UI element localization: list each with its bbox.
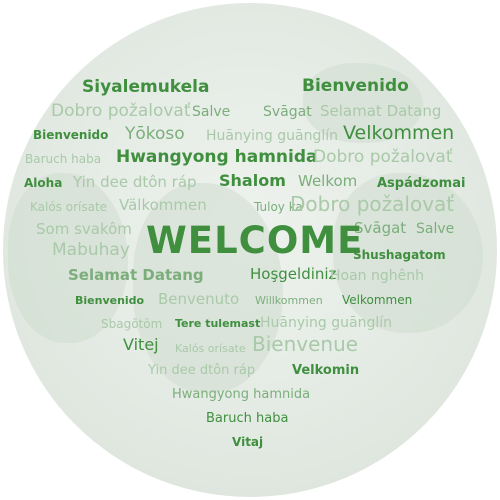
word: Welkom bbox=[298, 172, 358, 190]
word: Huānying guānglín bbox=[206, 128, 338, 144]
word: Dobro požalovať bbox=[51, 101, 191, 121]
continent-shape bbox=[333, 173, 483, 333]
word: Dobro požalovať bbox=[313, 147, 453, 167]
word: Selamat Datang bbox=[320, 102, 442, 120]
word: Willkommen bbox=[255, 294, 323, 307]
word: Shalom bbox=[219, 171, 286, 190]
word: Baruch haba bbox=[25, 152, 102, 166]
word: Välkommen bbox=[119, 196, 207, 214]
word: Salve bbox=[192, 104, 231, 120]
word: Tuloy ka bbox=[254, 200, 303, 214]
word: Mabuhay bbox=[52, 240, 130, 260]
word: Bienvenido bbox=[302, 76, 409, 96]
word: Bienvenue bbox=[252, 332, 359, 356]
word: Som svakôm bbox=[36, 220, 132, 238]
continent-shape bbox=[8, 173, 128, 343]
word: Kalós orísate bbox=[30, 200, 108, 214]
word: Yōkoso bbox=[125, 124, 185, 144]
word: Aloha bbox=[24, 176, 63, 190]
word: Hoşgeldiniz bbox=[250, 265, 337, 283]
globe-background bbox=[3, 3, 497, 497]
word: Hwangyong hamnida bbox=[172, 387, 311, 402]
word: Salve bbox=[416, 221, 455, 237]
word: Tere tulemast bbox=[175, 317, 261, 330]
word: Bienvenido bbox=[33, 128, 109, 142]
word: Aspádzomai bbox=[377, 176, 466, 191]
continent-shape bbox=[303, 63, 423, 143]
word: Sbagōtōm bbox=[101, 317, 163, 331]
word: Shushagatom bbox=[353, 248, 446, 262]
word: Hwangyong hamnida bbox=[116, 147, 318, 167]
word: Baruch haba bbox=[206, 411, 289, 426]
word: Velkommen bbox=[342, 293, 413, 307]
word: Selamat Datang bbox=[68, 266, 204, 284]
word: Yin dee dtôn ráp bbox=[148, 363, 256, 378]
word: Svāgat bbox=[354, 219, 407, 237]
word: Svāgat bbox=[263, 104, 312, 120]
word: Dobro požalovať bbox=[290, 192, 455, 216]
word: Vitej bbox=[123, 335, 159, 354]
word: Bienvenido bbox=[75, 294, 145, 307]
word: Huānying guānglín bbox=[260, 315, 392, 331]
continent-shape bbox=[133, 183, 283, 393]
word: Vitaj bbox=[232, 435, 264, 449]
word: Kalós orísate bbox=[175, 342, 246, 355]
word: WELCOME bbox=[146, 219, 364, 262]
word: Velkommen bbox=[343, 122, 455, 144]
word: Benvenuto bbox=[158, 290, 240, 308]
word: Velkomin bbox=[292, 363, 360, 378]
word: Hoan nghênh bbox=[330, 268, 424, 284]
word: Yin dee dtôn ráp bbox=[73, 173, 197, 191]
word: Siyalemukela bbox=[82, 77, 210, 97]
